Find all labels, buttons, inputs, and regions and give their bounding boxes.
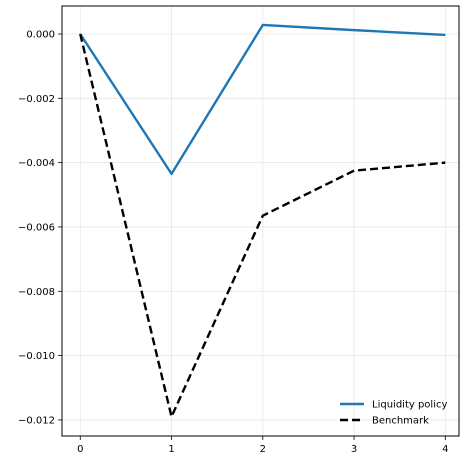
y-axis: 0.000 −0.002 −0.004 −0.006 −0.008 −0.010 −0.01…: [18, 29, 62, 426]
grid-lines: [62, 6, 459, 436]
x-tick-label: 4: [442, 444, 448, 455]
x-axis: 0 1 2 3 4: [77, 436, 448, 455]
series-line-benchmark: [79, 33, 446, 418]
x-tick-label: 3: [351, 444, 357, 455]
y-tick-label: −0.008: [18, 287, 55, 298]
series-line-liquidity-policy: [79, 23, 446, 176]
legend: Liquidity policy Benchmark: [340, 400, 447, 427]
x-tick-label: 0: [77, 444, 83, 455]
x-tick-label: 2: [260, 444, 266, 455]
x-tick-label: 1: [168, 444, 174, 455]
y-tick-label: −0.010: [18, 351, 55, 362]
y-tick-label: −0.006: [18, 222, 55, 233]
y-tick-label: 0.000: [26, 29, 55, 40]
legend-label: Benchmark: [372, 416, 429, 427]
legend-label: Liquidity policy: [372, 400, 447, 411]
y-tick-label: −0.012: [18, 415, 55, 426]
y-tick-label: −0.002: [18, 94, 55, 105]
plot-frame: [61, 5, 460, 437]
series-lines: [79, 23, 446, 418]
y-tick-label: −0.004: [18, 158, 55, 169]
